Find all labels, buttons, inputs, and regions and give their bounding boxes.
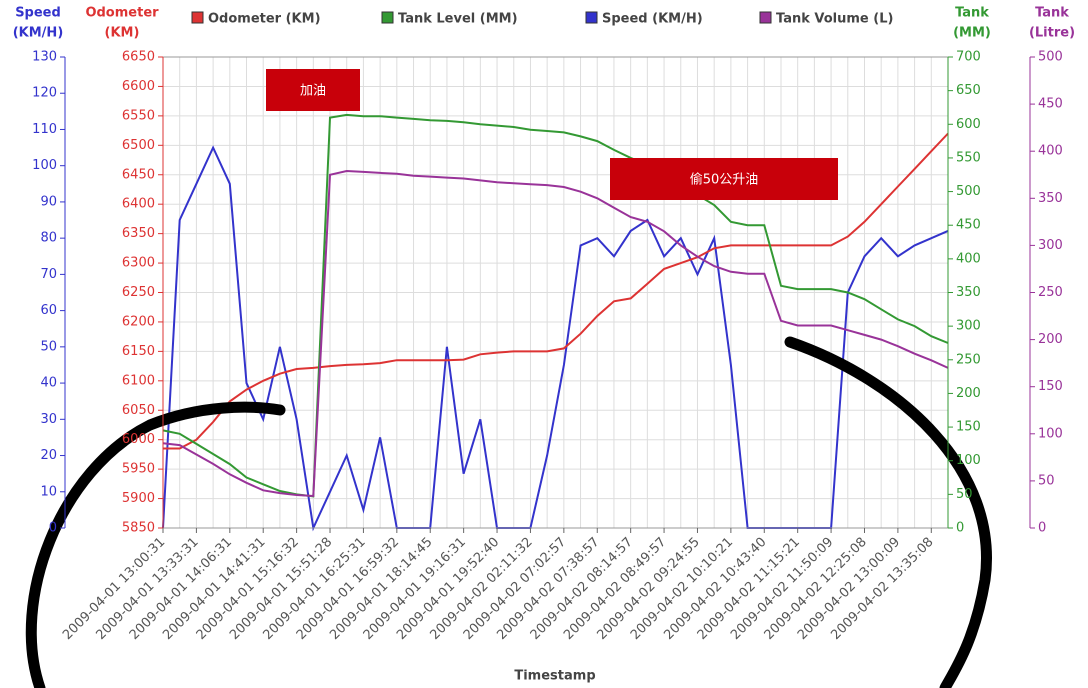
y-tick-label: 6500 (122, 138, 155, 153)
y-tick-label: 6300 (122, 256, 155, 271)
axis-title: (KM/H) (13, 26, 64, 41)
y-tick-label: 110 (32, 122, 57, 137)
axis-title: Speed (15, 6, 61, 21)
y-tick-label: 700 (956, 50, 981, 65)
y-tick-label: 350 (1038, 191, 1063, 206)
y-tick-label: 400 (1038, 144, 1063, 159)
y-tick-label: 500 (1038, 50, 1063, 65)
y-tick-label: 150 (956, 420, 981, 435)
y-tick-label: 0 (956, 521, 964, 536)
y-tick-label: 5850 (122, 521, 155, 536)
chart: Timestamp Speed (KM/H) 0 10 20 30 40 50 60 70 80 90… (0, 0, 1088, 688)
y-tick-label: 300 (956, 319, 981, 334)
y-tick-label: 5950 (122, 462, 155, 477)
y-tick-label: 50 (1038, 473, 1055, 488)
y-tick-label: 100 (956, 453, 981, 468)
legend-label: Odometer (KM) (208, 12, 321, 27)
y-tick-label: 250 (1038, 285, 1063, 300)
axis-title: (Litre) (1029, 26, 1075, 41)
y-tick-label: 30 (40, 412, 57, 427)
y-tick-label: 6450 (122, 167, 155, 182)
y-tick-label: 5900 (122, 491, 155, 506)
y-tick-label: 6100 (122, 373, 155, 388)
y-tick-label: 200 (1038, 332, 1063, 347)
y-tick-label: 650 (956, 83, 981, 98)
y-tick-label: 550 (956, 150, 981, 165)
y-tick-label: 60 (40, 303, 57, 318)
y-tick-label: 300 (1038, 238, 1063, 253)
y-tick-label: 0 (49, 521, 57, 536)
y-tick-label: 50 (956, 487, 973, 502)
axis-title: Tank (1035, 6, 1069, 21)
y-tick-label: 400 (956, 251, 981, 266)
y-tick-label: 6000 (122, 432, 155, 447)
y-tick-label: 450 (956, 218, 981, 233)
legend-swatch (760, 12, 771, 23)
y-tick-label: 6650 (122, 50, 155, 65)
y-tick-label: 450 (1038, 97, 1063, 112)
y-tick-label: 6200 (122, 314, 155, 329)
annotation: 偷50公升油 (690, 173, 759, 188)
y-tick-label: 6250 (122, 285, 155, 300)
legend-label: Tank Volume (L) (776, 12, 893, 27)
y-tick-label: 100 (1038, 426, 1063, 441)
y-tick-label: 80 (40, 231, 57, 246)
y-tick-label: 6400 (122, 197, 155, 212)
y-tick-label: 600 (956, 117, 981, 132)
y-tick-label: 150 (1038, 379, 1063, 394)
legend-label: Tank Level (MM) (398, 12, 518, 27)
axis-title: (MM) (953, 26, 991, 41)
y-tick-label: 350 (956, 285, 981, 300)
y-tick-label: 200 (956, 386, 981, 401)
y-tick-label: 120 (32, 86, 57, 101)
legend-swatch (586, 12, 597, 23)
series-line (163, 171, 948, 496)
y-tick-label: 6600 (122, 79, 155, 94)
y-tick-label: 6150 (122, 344, 155, 359)
legend-swatch (192, 12, 203, 23)
y-tick-label: 100 (32, 158, 57, 173)
axis-title: Odometer (85, 6, 159, 21)
y-tick-label: 40 (40, 376, 57, 391)
y-tick-label: 6550 (122, 108, 155, 123)
y-tick-label: 10 (40, 484, 57, 499)
annotation: 加油 (300, 84, 326, 99)
legend-label: Speed (KM/H) (602, 12, 703, 27)
y-tick-label: 130 (32, 50, 57, 65)
y-tick-label: 0 (1038, 521, 1046, 536)
x-axis-title: Timestamp (514, 669, 595, 684)
axis-title: (KM) (105, 26, 140, 41)
axis-title: Tank (955, 6, 989, 21)
y-tick-label: 50 (40, 339, 57, 354)
grid (163, 57, 948, 528)
y-tick-label: 6050 (122, 403, 155, 418)
y-tick-label: 20 (40, 448, 57, 463)
y-tick-label: 6350 (122, 226, 155, 241)
y-tick-label: 70 (40, 267, 57, 282)
y-tick-label: 250 (956, 352, 981, 367)
y-tick-label: 500 (956, 184, 981, 199)
y-tick-label: 90 (40, 194, 57, 209)
legend-swatch (382, 12, 393, 23)
